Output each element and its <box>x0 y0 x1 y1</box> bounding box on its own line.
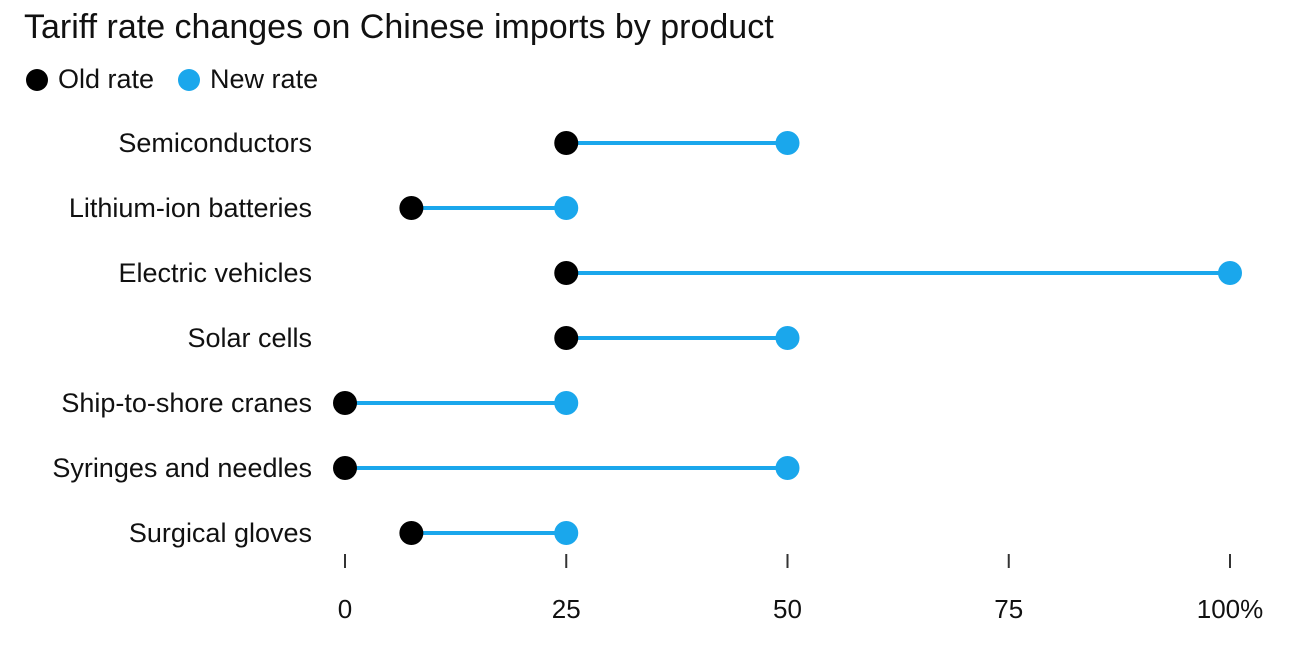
legend-old-label: Old rate <box>58 64 155 94</box>
legend: Old rate New rate <box>26 64 342 95</box>
category-label-lithium-ion-batteries: Lithium-ion batteries <box>69 193 312 223</box>
x-tick-label: 100% <box>1197 594 1264 624</box>
legend-item-old: Old rate <box>26 64 154 95</box>
x-tick-label: 0 <box>338 594 352 624</box>
category-label-solar-cells: Solar cells <box>187 323 312 353</box>
old-rate-point-lithium-ion-batteries <box>399 196 424 220</box>
new-rate-point-syringes-and-needles <box>775 456 800 480</box>
legend-new-marker <box>178 68 201 91</box>
category-label-syringes-and-needles: Syringes and needles <box>52 453 312 483</box>
chart-title: Tariff rate changes on Chinese imports b… <box>24 8 774 46</box>
new-rate-point-solar-cells <box>775 326 800 350</box>
category-label-semiconductors: Semiconductors <box>118 128 312 158</box>
legend-new-label: New rate <box>210 64 319 94</box>
old-rate-point-ship-to-shore-cranes <box>333 391 357 415</box>
new-rate-point-lithium-ion-batteries <box>554 196 579 220</box>
new-rate-point-electric-vehicles <box>1218 261 1242 285</box>
category-label-ship-to-shore-cranes: Ship-to-shore cranes <box>61 388 312 418</box>
x-tick-label: 25 <box>552 594 581 624</box>
category-label-electric-vehicles: Electric vehicles <box>118 258 312 288</box>
legend-old-marker <box>26 68 48 91</box>
category-label-surgical-gloves: Surgical gloves <box>129 518 312 548</box>
new-rate-point-ship-to-shore-cranes <box>554 391 579 415</box>
new-rate-point-surgical-gloves <box>554 521 579 545</box>
old-rate-point-electric-vehicles <box>554 261 579 285</box>
old-rate-point-surgical-gloves <box>399 521 424 545</box>
new-rate-point-semiconductors <box>775 131 800 155</box>
legend-item-new: New rate <box>178 64 318 95</box>
old-rate-point-semiconductors <box>554 131 579 155</box>
old-rate-point-syringes-and-needles <box>333 456 357 480</box>
x-tick-label: 50 <box>773 594 802 624</box>
old-rate-point-solar-cells <box>554 326 579 350</box>
x-tick-label: 75 <box>994 594 1023 624</box>
